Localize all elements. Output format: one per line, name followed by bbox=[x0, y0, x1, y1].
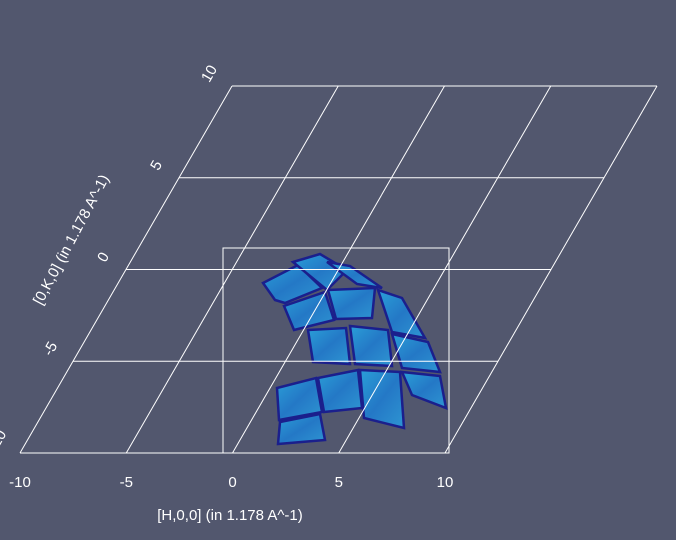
patch bbox=[390, 332, 442, 374]
patch bbox=[326, 286, 377, 321]
patch bbox=[275, 376, 324, 422]
patch bbox=[276, 412, 327, 446]
y-tick-label: 0 bbox=[94, 249, 113, 265]
patch bbox=[316, 368, 364, 414]
x-tick-label: 5 bbox=[335, 474, 343, 491]
patch bbox=[282, 290, 336, 332]
x-tick-label: 10 bbox=[437, 474, 454, 491]
patch bbox=[306, 326, 352, 366]
patch bbox=[376, 288, 428, 340]
y-tick-label: 5 bbox=[147, 158, 166, 174]
patch bbox=[358, 368, 406, 430]
x-axis-title: [H,0,0] (in 1.178 A^-1) bbox=[157, 507, 302, 524]
x-tick-label: -10 bbox=[9, 474, 31, 491]
x-tick-label: 0 bbox=[228, 474, 236, 491]
patch bbox=[326, 260, 383, 290]
x-tick-label: -5 bbox=[120, 474, 133, 491]
patch bbox=[399, 370, 448, 410]
y-tick-label: -10 bbox=[0, 427, 10, 454]
y-axis-title: [0,K,0] (in 1.178 A^-1) bbox=[30, 172, 113, 308]
patch bbox=[348, 324, 394, 368]
detector-patches bbox=[261, 252, 448, 446]
y-tick-label: 10 bbox=[198, 62, 221, 85]
y-tick-label: -5 bbox=[40, 339, 61, 359]
